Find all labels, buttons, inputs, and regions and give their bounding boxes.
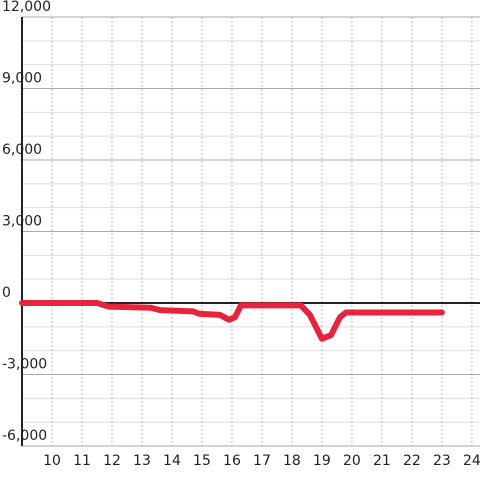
x-tick-label: 19 <box>313 453 331 469</box>
x-tick-label: 16 <box>223 453 241 469</box>
x-tick-label: 13 <box>133 453 151 469</box>
y-tick-label: 12,000 <box>2 0 51 15</box>
data-line <box>19 300 445 342</box>
x-tick-label: 23 <box>433 453 451 469</box>
y-tick-label: -3,000 <box>2 357 47 373</box>
x-tick-label: 11 <box>73 453 91 469</box>
x-tick-label: 12 <box>103 453 121 469</box>
y-tick-label: 0 <box>2 285 11 301</box>
x-tick-label: 14 <box>163 453 181 469</box>
x-tick-label: 15 <box>193 453 211 469</box>
x-tick-label: 20 <box>343 453 361 469</box>
x-tick-label: 18 <box>283 453 301 469</box>
x-tick-label: 21 <box>373 453 391 469</box>
x-tick-label: 22 <box>403 453 421 469</box>
x-tick-label: 24 <box>463 453 480 469</box>
y-tick-label: -6,000 <box>2 428 47 444</box>
x-tick-label: 10 <box>43 453 61 469</box>
x-tick-label: 17 <box>253 453 271 469</box>
